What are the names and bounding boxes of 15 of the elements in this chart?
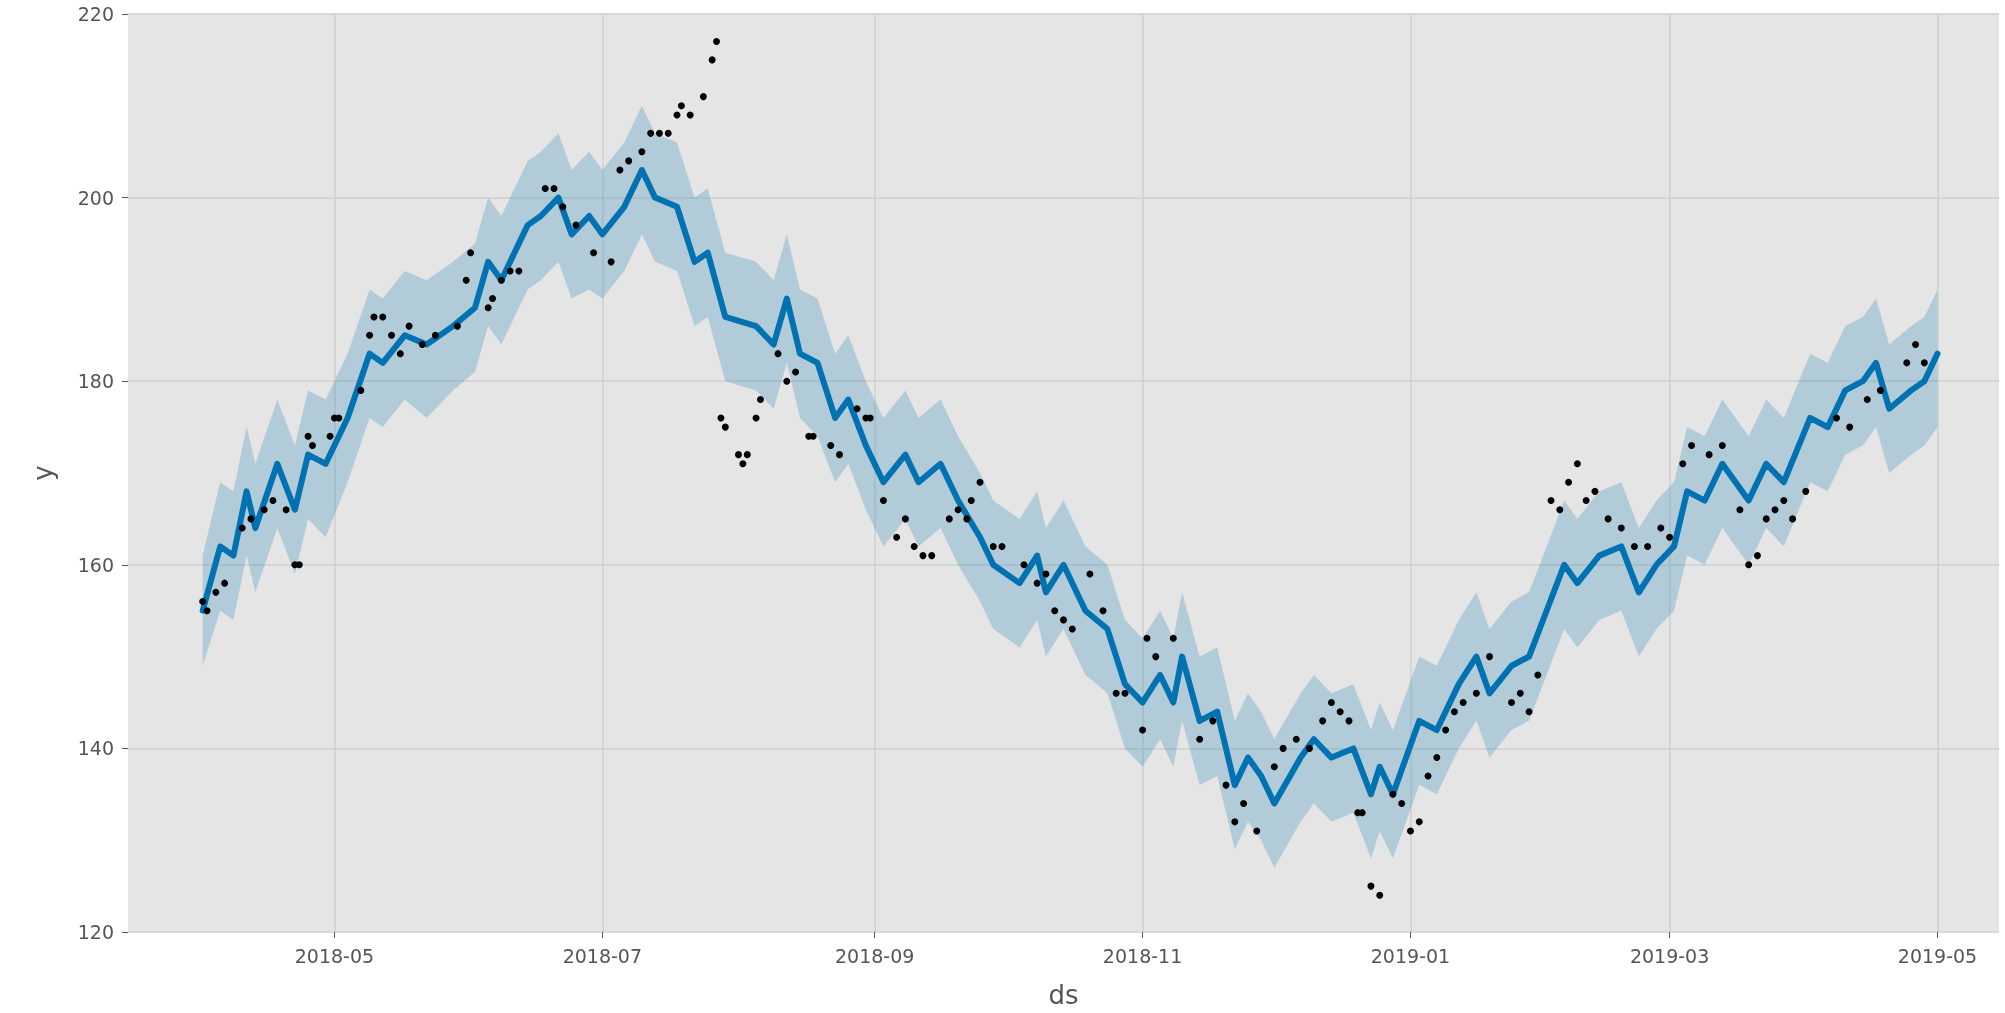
y-tick-label: 140	[77, 737, 114, 760]
x-tick-label: 2018-07	[562, 944, 643, 967]
x-axis-title: ds	[1048, 980, 1079, 1010]
x-tick-label: 2018-09	[834, 944, 915, 967]
x-tick-label: 2018-11	[1102, 944, 1183, 967]
x-tick-label: 2019-05	[1897, 944, 1978, 967]
x-tick-label: 2019-03	[1629, 944, 1710, 967]
x-tick-label: 2018-05	[294, 944, 375, 967]
x-tick-label: 2019-01	[1370, 944, 1451, 967]
y-tick-label: 120	[77, 921, 114, 943]
y-tick-label: 200	[77, 186, 114, 209]
y-tick-label: 180	[77, 370, 114, 393]
y-tick-label: 220	[77, 3, 114, 25]
y-tick-label: 160	[77, 553, 114, 576]
y-axis-title: y	[28, 465, 58, 481]
